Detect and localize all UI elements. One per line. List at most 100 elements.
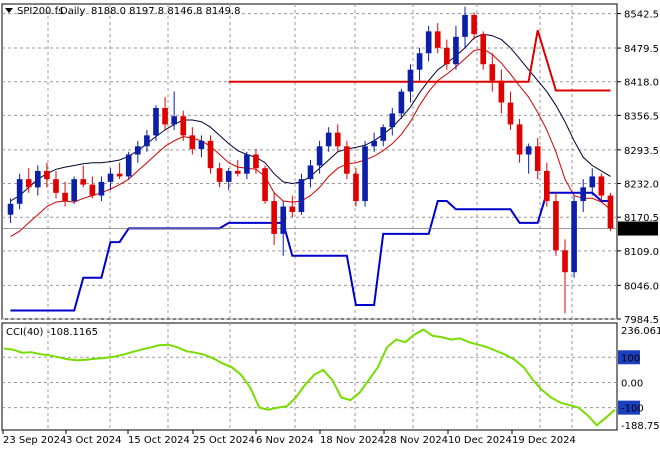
- candle-bear: [189, 135, 196, 150]
- date-tick-label: 25 Oct 2024: [193, 435, 255, 446]
- date-tick-label: 19 Dec 2024: [512, 435, 576, 446]
- current-price-label: 8149.8: [622, 225, 657, 236]
- candle-bear: [516, 124, 523, 155]
- cci-tick-label: 236.0615: [621, 326, 660, 337]
- cci-tick-label: 0.00: [621, 378, 643, 389]
- candle-bull: [380, 127, 387, 141]
- candle-bull: [571, 201, 577, 273]
- candle-bear: [344, 146, 350, 174]
- candle-bull: [589, 176, 596, 188]
- candle-bull: [71, 179, 77, 202]
- candle-bull: [398, 91, 405, 114]
- candle-bear: [471, 14, 477, 35]
- axes: 8542.5 8479.5 8418.0 8356.5 8293.5 8232.0 8170…: [2, 10, 660, 446]
- candle-bull: [407, 69, 414, 92]
- candle-bull: [171, 116, 177, 125]
- price-tick-label: 8046.0: [624, 281, 659, 292]
- candle-bear: [234, 170, 241, 174]
- candle-bull: [125, 154, 132, 177]
- candle-bull: [280, 206, 287, 234]
- candle-bear: [544, 170, 550, 202]
- support-resistance-lines: [2, 30, 617, 312]
- candle-bull: [298, 179, 305, 212]
- price-tick-label: 8479.5: [624, 44, 659, 55]
- grid: [2, 4, 617, 430]
- cci-indicator: [2, 328, 617, 427]
- candle-bull: [462, 14, 468, 37]
- date-tick-label: 28 Nov 2024: [384, 435, 448, 446]
- candle-bull: [525, 146, 532, 155]
- candle-bull: [107, 173, 114, 182]
- candle-bear: [207, 140, 214, 169]
- candle-bear: [89, 184, 96, 196]
- chart-header: SPI200.fs Daily 8188.0 8197.8 8146.8 814…: [5, 6, 241, 17]
- price-tick-label: 8232.0: [624, 180, 659, 191]
- candles: [7, 6, 614, 314]
- candle-bear: [598, 176, 605, 196]
- candle-bear: [607, 195, 614, 229]
- candle-bear: [353, 173, 359, 202]
- date-tick-label: 3 Oct 2024: [66, 435, 121, 446]
- price-tick-label: 7984.5: [624, 315, 659, 326]
- cci-level-tag: [618, 400, 640, 415]
- candle-bull: [453, 36, 459, 65]
- cci-panel: [1, 322, 618, 431]
- cci-line: [3, 328, 616, 427]
- candle-bull: [425, 31, 432, 54]
- date-tick-label: 23 Sep 2024: [3, 435, 66, 446]
- date-tick-label: 15 Oct 2024: [128, 435, 190, 446]
- candle-bear: [216, 168, 223, 182]
- symbol-label: SPI200.fs: [17, 6, 63, 17]
- candle-bear: [480, 34, 487, 65]
- candle-bull: [7, 203, 14, 215]
- price-tick-label: 8170.5: [624, 213, 659, 224]
- support-line: [10, 191, 611, 312]
- cci-level-tag: [618, 350, 640, 365]
- candle-bear: [80, 179, 87, 185]
- price-tick-label: 8293.5: [624, 146, 659, 157]
- candle-bull: [325, 132, 332, 147]
- candle-bear: [116, 173, 123, 177]
- candle-bull: [16, 179, 23, 204]
- candle-bull: [134, 146, 141, 155]
- main-panel: [1, 3, 618, 320]
- candle-bull: [244, 154, 250, 174]
- candle-bull: [389, 113, 396, 128]
- cci-label: CCI(40) -108.1165: [6, 327, 98, 338]
- candle-bear: [262, 168, 268, 202]
- candle-bear: [334, 132, 341, 147]
- candle-bull: [225, 170, 232, 182]
- price-tick-label: 8542.5: [624, 10, 659, 21]
- timeframe-label: Daily: [60, 6, 85, 17]
- candle-bear: [498, 80, 505, 103]
- candle-bear: [553, 201, 559, 251]
- candle-bear: [25, 179, 32, 188]
- candle-bear: [489, 64, 496, 81]
- candle-bear: [253, 154, 259, 169]
- candle-bear: [53, 179, 59, 193]
- candle-bear: [62, 192, 68, 202]
- candle-bull: [362, 146, 368, 202]
- candle-bull: [307, 165, 314, 180]
- cci-tick-label: -100: [621, 404, 644, 415]
- candle-bear: [180, 116, 187, 136]
- cci-tick-label: 100: [621, 353, 640, 364]
- candle-bear: [434, 31, 441, 48]
- price-tick-label: 8356.5: [624, 111, 659, 122]
- date-tick-label: 6 Nov 2024: [256, 435, 314, 446]
- price-tick-label: 8109.0: [624, 247, 659, 258]
- candle-bull: [98, 181, 105, 196]
- candle-bull: [144, 135, 150, 147]
- candle-bear: [44, 170, 50, 180]
- candle-bear: [271, 201, 277, 234]
- current-price-tag: [618, 221, 658, 236]
- price-tick-label: 8418.0: [624, 78, 659, 89]
- candle-bear: [507, 102, 514, 125]
- candle-bear: [534, 146, 541, 171]
- collapse-arrow-icon[interactable]: [5, 8, 13, 13]
- date-tick-label: 18 Nov 2024: [320, 435, 384, 446]
- candle-bear: [162, 107, 168, 125]
- candle-bull: [34, 170, 41, 188]
- resistance-line: [228, 30, 611, 92]
